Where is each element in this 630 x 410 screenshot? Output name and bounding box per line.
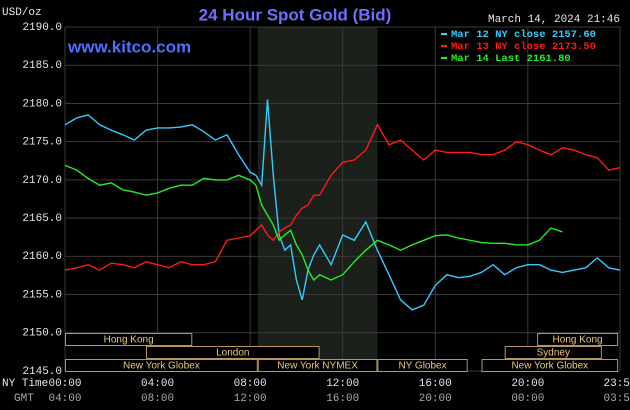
x-tick-label: 20:00	[511, 378, 544, 390]
watermark: www.kitco.com	[67, 37, 191, 56]
y-tick-label: 2175.0	[22, 137, 62, 149]
y-tick-label: 2165.0	[22, 213, 62, 225]
session-label: Hong Kong	[104, 335, 154, 346]
series-line	[64, 164, 563, 282]
x2-tick-label: 16:00	[326, 393, 359, 405]
series-line	[64, 99, 621, 311]
y-tick-label: 2160.0	[22, 251, 62, 263]
legend-label: Mar 13 NY close 2173.50	[451, 41, 596, 53]
timestamp: March 14, 2024 21:46	[488, 14, 620, 26]
unit-label: USD/oz	[2, 7, 42, 19]
session-label: NY Globex	[398, 361, 446, 372]
y-tick-label: 2155.0	[22, 289, 62, 301]
session-shade	[257, 27, 378, 371]
session-box	[537, 333, 619, 346]
session-label: New York Globex	[123, 361, 200, 372]
session-label: New York Globex	[511, 361, 588, 372]
x2-row-label: GMT	[14, 393, 34, 405]
session-label: New York NYMEX	[277, 361, 358, 372]
chart-title: 24 Hour Spot Gold (Bid)	[199, 5, 392, 24]
y-tick-label: 2145.0	[22, 366, 62, 378]
session-box	[377, 359, 468, 372]
legend-label: Mar 12 NY close 2157.60	[451, 29, 596, 41]
x-tick-label: 04:00	[141, 378, 174, 390]
series-line	[64, 123, 621, 271]
session-label: Hong Kong	[553, 335, 603, 346]
session-box	[257, 359, 378, 372]
session-label: London	[216, 348, 249, 359]
x-tick-label: 16:00	[419, 378, 452, 390]
session-label: Sydney	[537, 348, 570, 359]
legend-label: Mar 14 Last 2161.80	[451, 53, 571, 65]
x-tick-label: 12:00	[326, 378, 359, 390]
y-tick-label: 2185.0	[22, 60, 62, 72]
session-box	[65, 359, 258, 372]
x2-tick-label: 03:59	[603, 393, 630, 405]
x2-tick-label: 00:00	[511, 393, 544, 405]
x2-tick-label: 20:00	[419, 393, 452, 405]
y-tick-label: 2150.0	[22, 328, 62, 340]
x-row-label: NY Time	[2, 378, 48, 390]
x2-tick-label: 04:00	[48, 393, 81, 405]
x2-tick-label: 08:00	[141, 393, 174, 405]
y-tick-label: 2190.0	[22, 22, 62, 34]
x-tick-label: 23:59	[603, 378, 630, 390]
x-tick-label: 08:00	[234, 378, 267, 390]
session-box	[504, 346, 602, 359]
session-box	[145, 346, 320, 359]
session-box	[481, 359, 619, 372]
x-tick-label: 00:00	[48, 378, 81, 390]
y-tick-label: 2170.0	[22, 175, 62, 187]
x2-tick-label: 12:00	[234, 393, 267, 405]
session-box	[65, 333, 193, 346]
y-tick-label: 2180.0	[22, 98, 62, 110]
